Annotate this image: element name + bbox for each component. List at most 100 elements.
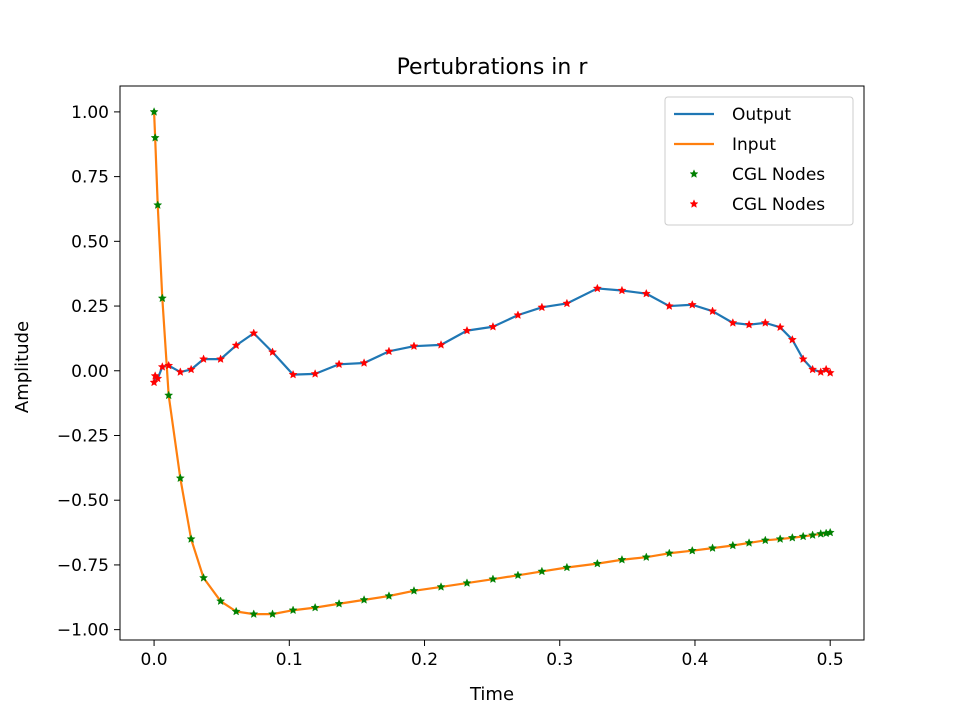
cgl-node-point (760, 535, 770, 545)
cgl-node-point (617, 285, 627, 295)
cgl-node-point (641, 288, 651, 298)
cgl-node-point (744, 319, 754, 329)
cgl-node-point (334, 599, 344, 608)
cgl-node-point (249, 609, 259, 618)
cgl-node-point (537, 302, 547, 312)
cgl-node-point (744, 538, 754, 547)
cgl-node-point (708, 543, 718, 552)
cgl-node-point (436, 340, 446, 349)
cgl-node-point (664, 301, 674, 310)
cgl-node-point (164, 360, 174, 370)
cgl-node-point (808, 364, 818, 374)
cgl-node-point (334, 359, 344, 369)
cgl-node-point (216, 596, 226, 605)
cgl-node-point (798, 354, 808, 363)
y-tick-label: −0.50 (57, 491, 109, 511)
cgl-node-point (537, 566, 547, 576)
legend-swatch-star (689, 169, 699, 178)
cgl-node-point (310, 369, 320, 378)
legend-label: Output (732, 105, 791, 125)
cgl-node-point (288, 369, 298, 379)
cgl-node-point (175, 473, 185, 483)
cgl-node-point (708, 306, 718, 316)
cgl-node-point (175, 367, 185, 376)
cgl-node-point (249, 328, 259, 338)
legend-box (664, 96, 854, 226)
series-line-output (152, 287, 831, 383)
cgl-node-point (150, 133, 160, 142)
cgl-node-point (231, 606, 241, 616)
cgl-node-point (186, 534, 196, 543)
legend-swatch-star (689, 199, 699, 208)
cgl-node-point (384, 346, 394, 356)
x-tick-label: 0.5 (817, 650, 844, 670)
cgl-node-point (787, 533, 797, 542)
cgl-node-point (798, 531, 808, 541)
y-tick-label: −1.00 (57, 621, 109, 641)
cgl-node-point (310, 602, 320, 612)
cgl-node-point (164, 390, 174, 400)
cgl-node-point (462, 325, 472, 335)
cgl-node-point (268, 609, 278, 618)
cgl-node-point (808, 530, 818, 539)
cgl-node-point (488, 322, 498, 331)
cgl-node-point (592, 283, 602, 293)
cgl-node-point (513, 570, 523, 580)
series-line-input (152, 111, 831, 616)
x-tick-label: 0.1 (276, 650, 303, 670)
cgl-node-point (728, 540, 738, 550)
cgl-node-point (592, 558, 602, 568)
cgl-node-point (436, 582, 446, 591)
y-axis-label: Amplitude (12, 321, 33, 413)
cgl-node-point (157, 293, 167, 303)
y-tick-label: 0.25 (71, 297, 109, 317)
legend-label: CGL Nodes (732, 165, 825, 185)
cgl-node-point (409, 341, 419, 350)
cgl-node-point (775, 534, 785, 543)
cgl-node-point (359, 358, 369, 367)
cgl-node-point (153, 200, 163, 209)
cgl-node-point (186, 364, 196, 374)
y-tick-label: 0.50 (71, 232, 109, 252)
cgl-node-point (562, 562, 572, 572)
cgl-node-point (775, 322, 785, 332)
cgl-node-point (664, 548, 674, 558)
cgl-node-point (816, 367, 826, 376)
x-tick-label: 0.4 (681, 650, 708, 670)
cgl-node-point (513, 310, 523, 319)
cgl-node-point (825, 527, 835, 537)
cgl-node-point (787, 334, 797, 344)
cgl-node-point (268, 347, 278, 356)
y-tick-label: 1.00 (71, 103, 109, 123)
cgl-node-point (153, 373, 163, 383)
cgl-node-point (617, 555, 627, 564)
cgl-node-point (687, 545, 697, 555)
cgl-node-point (384, 591, 394, 600)
cgl-node-point (149, 107, 159, 116)
plot-area (149, 107, 835, 618)
x-axis-label: Time (469, 684, 514, 705)
y-tick-label: 0.75 (71, 168, 109, 188)
legend-label: CGL Nodes (732, 195, 825, 215)
cgl-node-point (288, 605, 298, 615)
chart-title: Pertubrations in r (397, 55, 589, 80)
y-tick-label: −0.75 (57, 556, 109, 576)
cgl-node-point (641, 552, 651, 561)
axes-frame (119, 85, 865, 641)
cgl-node-point (149, 377, 159, 387)
cgl-node-point (488, 574, 498, 583)
cgl-node-point (216, 354, 226, 363)
cgl-node-point (462, 578, 472, 587)
cgl-node-point (825, 368, 835, 377)
cgl-node-point (231, 340, 241, 350)
cgl-node-point (687, 300, 697, 309)
legend: Output Input CGL Nodes CGL Nodes (664, 96, 854, 226)
cgl-node-point (562, 298, 572, 308)
cgl-node-point (760, 318, 770, 327)
y-tick-label: 0.00 (71, 362, 109, 382)
y-tick-label: −0.25 (57, 426, 109, 446)
legend-label: Input (732, 135, 776, 155)
x-tick-label: 0.0 (141, 650, 168, 670)
cgl-node-point (359, 595, 369, 604)
cgl-node-point (157, 362, 167, 371)
